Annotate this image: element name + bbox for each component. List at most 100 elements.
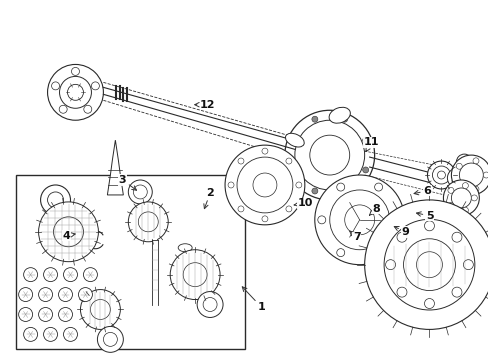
Circle shape — [450, 188, 470, 208]
Circle shape — [63, 268, 77, 282]
Circle shape — [317, 216, 325, 224]
Circle shape — [424, 298, 433, 309]
Circle shape — [23, 328, 38, 341]
Circle shape — [39, 288, 52, 302]
Circle shape — [224, 145, 304, 225]
Circle shape — [39, 202, 98, 262]
Circle shape — [128, 180, 152, 204]
Circle shape — [362, 137, 368, 143]
Circle shape — [482, 172, 488, 178]
Circle shape — [43, 328, 58, 341]
Circle shape — [462, 207, 468, 213]
Circle shape — [396, 232, 406, 242]
Circle shape — [19, 288, 33, 302]
Circle shape — [71, 67, 80, 75]
Circle shape — [311, 188, 317, 194]
Circle shape — [451, 232, 461, 242]
Circle shape — [465, 160, 478, 174]
Text: 11: 11 — [363, 138, 378, 152]
Circle shape — [311, 116, 317, 122]
Circle shape — [203, 298, 217, 311]
Circle shape — [455, 154, 471, 170]
Circle shape — [103, 332, 117, 346]
Circle shape — [285, 110, 374, 200]
Circle shape — [23, 268, 38, 282]
Circle shape — [336, 183, 344, 191]
Circle shape — [227, 182, 234, 188]
Circle shape — [443, 180, 478, 216]
Circle shape — [463, 260, 472, 270]
Circle shape — [252, 173, 276, 197]
Polygon shape — [107, 140, 123, 195]
Circle shape — [290, 137, 296, 143]
Circle shape — [344, 205, 374, 235]
Circle shape — [295, 182, 301, 188]
Circle shape — [396, 287, 406, 297]
Circle shape — [416, 252, 442, 278]
Circle shape — [59, 307, 72, 321]
Circle shape — [90, 300, 110, 319]
Ellipse shape — [178, 244, 192, 252]
Circle shape — [97, 327, 123, 352]
Circle shape — [83, 268, 97, 282]
Circle shape — [383, 219, 474, 310]
Circle shape — [47, 192, 63, 208]
Circle shape — [459, 158, 468, 166]
Text: 7: 7 — [349, 231, 360, 242]
Circle shape — [67, 84, 83, 100]
Circle shape — [43, 268, 58, 282]
Circle shape — [59, 288, 72, 302]
Text: 2: 2 — [203, 188, 214, 209]
Circle shape — [455, 181, 461, 187]
Circle shape — [403, 239, 454, 291]
Circle shape — [51, 82, 60, 90]
Bar — [16, 175, 244, 349]
Text: 8: 8 — [369, 204, 379, 215]
Circle shape — [53, 217, 83, 247]
Circle shape — [59, 105, 67, 113]
Circle shape — [447, 187, 453, 193]
Text: 4: 4 — [62, 231, 75, 240]
Circle shape — [197, 292, 223, 318]
Ellipse shape — [328, 107, 349, 123]
Circle shape — [431, 166, 449, 184]
Text: 9: 9 — [393, 226, 408, 237]
Circle shape — [374, 249, 382, 257]
Circle shape — [336, 249, 344, 257]
Circle shape — [47, 64, 103, 120]
Circle shape — [314, 175, 404, 265]
Circle shape — [341, 188, 347, 194]
Circle shape — [447, 168, 467, 188]
Circle shape — [364, 200, 488, 329]
Circle shape — [237, 157, 292, 213]
Ellipse shape — [285, 133, 304, 147]
Circle shape — [451, 287, 461, 297]
Circle shape — [447, 203, 453, 208]
Circle shape — [133, 185, 147, 199]
Circle shape — [427, 161, 454, 189]
Circle shape — [19, 307, 33, 321]
Circle shape — [83, 105, 92, 113]
Circle shape — [393, 216, 401, 224]
Circle shape — [294, 120, 364, 190]
Circle shape — [262, 148, 267, 154]
Circle shape — [455, 163, 461, 169]
Circle shape — [60, 76, 91, 108]
Circle shape — [128, 202, 168, 242]
Circle shape — [262, 216, 267, 222]
Circle shape — [63, 328, 77, 341]
Circle shape — [39, 307, 52, 321]
Circle shape — [309, 135, 349, 175]
Circle shape — [362, 167, 368, 173]
Circle shape — [424, 221, 433, 231]
Circle shape — [374, 183, 382, 191]
Circle shape — [472, 186, 478, 192]
Circle shape — [341, 116, 347, 122]
Circle shape — [170, 250, 220, 300]
Circle shape — [41, 185, 70, 215]
Circle shape — [472, 158, 478, 164]
Circle shape — [329, 190, 389, 250]
Circle shape — [462, 183, 468, 189]
Text: 1: 1 — [242, 287, 265, 312]
Circle shape — [91, 82, 99, 90]
